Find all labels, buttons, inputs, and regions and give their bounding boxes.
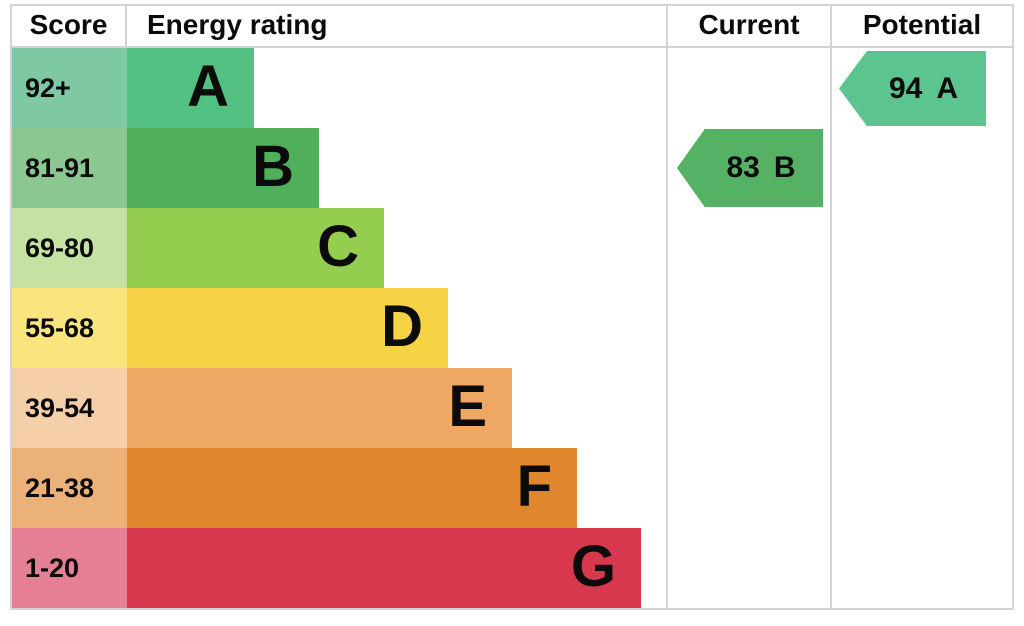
chart-frame: Score Energy rating Current Potential 92… [10, 4, 1014, 610]
current-score-value: 83 [726, 151, 760, 184]
rating-letter: D [381, 294, 423, 359]
potential-column: 94 A [830, 48, 1012, 608]
rating-bar: A [127, 48, 254, 128]
rating-bar: G [127, 528, 641, 608]
score-column-header: Score [12, 6, 127, 46]
rating-letter: E [448, 374, 487, 439]
score-cell: 1-20 [12, 528, 127, 608]
energy-rating-column-header: Energy rating [147, 9, 328, 40]
score-cell: 81-91 [12, 128, 127, 208]
score-cell: 21-38 [12, 448, 127, 528]
rating-bar: B [127, 128, 319, 208]
band-row-g: 1-20 G [12, 528, 666, 608]
rating-letter: G [570, 534, 616, 599]
band-row-b: 81-91 B [12, 128, 666, 208]
potential-arrow: 94 A [839, 51, 986, 126]
score-cell: 55-68 [12, 288, 127, 368]
header-row: Score Energy rating Current Potential [12, 6, 1012, 48]
rating-letter: A [187, 54, 229, 119]
chart-body: 92+ A 81-91 B 69-80 C [12, 48, 1012, 608]
rating-bar: E [127, 368, 512, 448]
current-column: 83 B [666, 48, 830, 608]
rating-bar: D [127, 288, 448, 368]
band-row-c: 69-80 C [12, 208, 666, 288]
potential-rating-letter: A [936, 71, 959, 105]
rating-bar: C [127, 208, 384, 288]
band-row-a: 92+ A [12, 48, 666, 128]
band-row-d: 55-68 D [12, 288, 666, 368]
score-cell: 39-54 [12, 368, 127, 448]
current-arrow: 83 B [677, 129, 823, 207]
band-row-e: 39-54 E [12, 368, 666, 448]
rating-bar: F [127, 448, 577, 528]
rating-letter: B [252, 134, 294, 199]
potential-score-value: 94 [888, 71, 923, 105]
bands-area: 92+ A 81-91 B 69-80 C [12, 48, 666, 608]
rating-letter: C [317, 214, 359, 279]
potential-column-header: Potential [830, 6, 1012, 46]
rating-letter: F [516, 454, 552, 519]
score-cell: 92+ [12, 48, 127, 128]
current-column-header: Current [666, 6, 830, 46]
band-row-f: 21-38 F [12, 448, 666, 528]
score-cell: 69-80 [12, 208, 127, 288]
current-rating-letter: B [773, 151, 796, 184]
